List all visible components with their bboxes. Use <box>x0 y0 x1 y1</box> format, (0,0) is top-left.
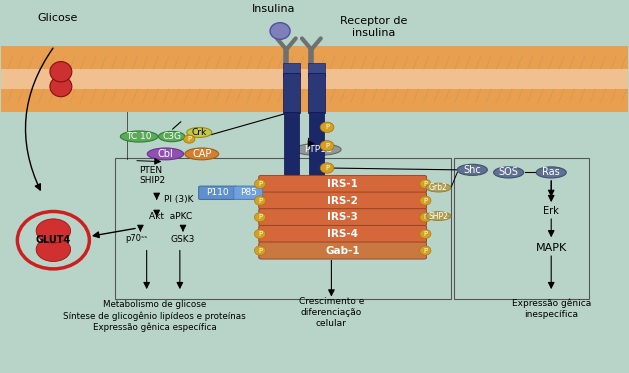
FancyBboxPatch shape <box>308 73 325 113</box>
FancyBboxPatch shape <box>259 192 426 209</box>
FancyBboxPatch shape <box>234 186 262 200</box>
Text: PI (3)K: PI (3)K <box>164 195 194 204</box>
Ellipse shape <box>420 179 431 188</box>
Text: Crk: Crk <box>192 128 207 137</box>
Ellipse shape <box>254 229 265 238</box>
Text: Síntese de glicogênio lipídeos e proteínas: Síntese de glicogênio lipídeos e proteín… <box>64 311 246 321</box>
Text: SOS: SOS <box>499 167 518 178</box>
Text: IRS-3: IRS-3 <box>327 212 358 222</box>
Text: P: P <box>423 231 427 237</box>
Text: TC 10: TC 10 <box>126 132 152 141</box>
Ellipse shape <box>420 196 431 205</box>
Ellipse shape <box>120 131 158 142</box>
Ellipse shape <box>147 148 184 160</box>
Text: C3G: C3G <box>162 132 181 141</box>
Bar <box>1 69 628 89</box>
Text: CAP: CAP <box>192 149 211 159</box>
Ellipse shape <box>420 229 431 238</box>
FancyBboxPatch shape <box>308 63 325 76</box>
Text: Shc: Shc <box>464 165 481 175</box>
Ellipse shape <box>185 148 219 160</box>
Text: GSK3: GSK3 <box>171 235 195 244</box>
Ellipse shape <box>320 163 334 173</box>
Text: P: P <box>423 214 427 220</box>
Text: Gab-1: Gab-1 <box>325 245 360 256</box>
Text: Expressão gênica específica: Expressão gênica específica <box>93 322 216 332</box>
Text: Grb2: Grb2 <box>429 183 448 192</box>
Ellipse shape <box>320 141 334 151</box>
Text: IRS-1: IRS-1 <box>327 179 358 189</box>
Ellipse shape <box>36 219 70 243</box>
Text: Receptor de
insulina: Receptor de insulina <box>340 16 408 38</box>
Ellipse shape <box>254 246 265 255</box>
Ellipse shape <box>254 196 265 205</box>
Ellipse shape <box>36 237 70 261</box>
Text: Metabolismo de glicose: Metabolismo de glicose <box>103 301 206 310</box>
Ellipse shape <box>270 23 290 39</box>
FancyBboxPatch shape <box>259 242 426 259</box>
Text: P110: P110 <box>206 188 229 197</box>
Ellipse shape <box>536 167 566 178</box>
Ellipse shape <box>426 183 451 192</box>
Text: P: P <box>258 231 262 237</box>
FancyBboxPatch shape <box>199 186 237 200</box>
Text: P: P <box>325 143 329 149</box>
Text: P: P <box>187 136 191 142</box>
Ellipse shape <box>320 122 334 132</box>
Ellipse shape <box>187 128 212 137</box>
Ellipse shape <box>50 62 72 82</box>
Text: P: P <box>423 198 427 204</box>
Ellipse shape <box>50 76 72 97</box>
Bar <box>1 46 628 112</box>
Text: Insulina: Insulina <box>252 4 296 14</box>
Text: MAPK: MAPK <box>535 242 567 253</box>
Text: Expressão gênica
inespecífica: Expressão gênica inespecífica <box>511 298 591 319</box>
Ellipse shape <box>420 246 431 255</box>
Text: Akt  aPKC: Akt aPKC <box>148 211 192 220</box>
Text: SHP2: SHP2 <box>428 211 448 220</box>
FancyBboxPatch shape <box>284 112 299 194</box>
Text: P: P <box>325 165 329 171</box>
FancyBboxPatch shape <box>259 225 426 242</box>
Text: IRS-4: IRS-4 <box>327 229 358 239</box>
Ellipse shape <box>159 131 185 142</box>
Text: P: P <box>258 198 262 204</box>
Ellipse shape <box>457 164 487 175</box>
Ellipse shape <box>294 144 341 156</box>
FancyBboxPatch shape <box>283 63 300 76</box>
Text: Cbl: Cbl <box>158 149 174 159</box>
Text: IRS-2: IRS-2 <box>327 195 358 206</box>
FancyBboxPatch shape <box>309 112 324 194</box>
Text: GLUT4: GLUT4 <box>36 235 71 245</box>
Text: Ras: Ras <box>542 167 560 178</box>
Ellipse shape <box>184 135 195 143</box>
Text: P85: P85 <box>240 188 257 197</box>
Ellipse shape <box>426 211 451 220</box>
FancyBboxPatch shape <box>283 73 300 113</box>
Text: P: P <box>325 124 329 130</box>
Ellipse shape <box>254 213 265 222</box>
Text: P: P <box>258 214 262 220</box>
Text: p70ˢˢ: p70ˢˢ <box>125 234 147 243</box>
Ellipse shape <box>254 179 265 188</box>
Text: PTP1B: PTP1B <box>304 145 331 154</box>
Text: P: P <box>423 248 427 254</box>
Ellipse shape <box>420 213 431 222</box>
Text: Crescimento e
diferenciação
celular: Crescimento e diferenciação celular <box>299 297 364 328</box>
Text: P: P <box>258 181 262 187</box>
Text: P: P <box>258 248 262 254</box>
Text: P: P <box>423 181 427 187</box>
Text: PTEN
SHIP2: PTEN SHIP2 <box>139 166 165 185</box>
FancyBboxPatch shape <box>259 175 426 192</box>
Ellipse shape <box>494 167 524 178</box>
FancyBboxPatch shape <box>259 209 426 226</box>
Text: Erk: Erk <box>543 206 559 216</box>
Text: Glicose: Glicose <box>38 13 78 23</box>
